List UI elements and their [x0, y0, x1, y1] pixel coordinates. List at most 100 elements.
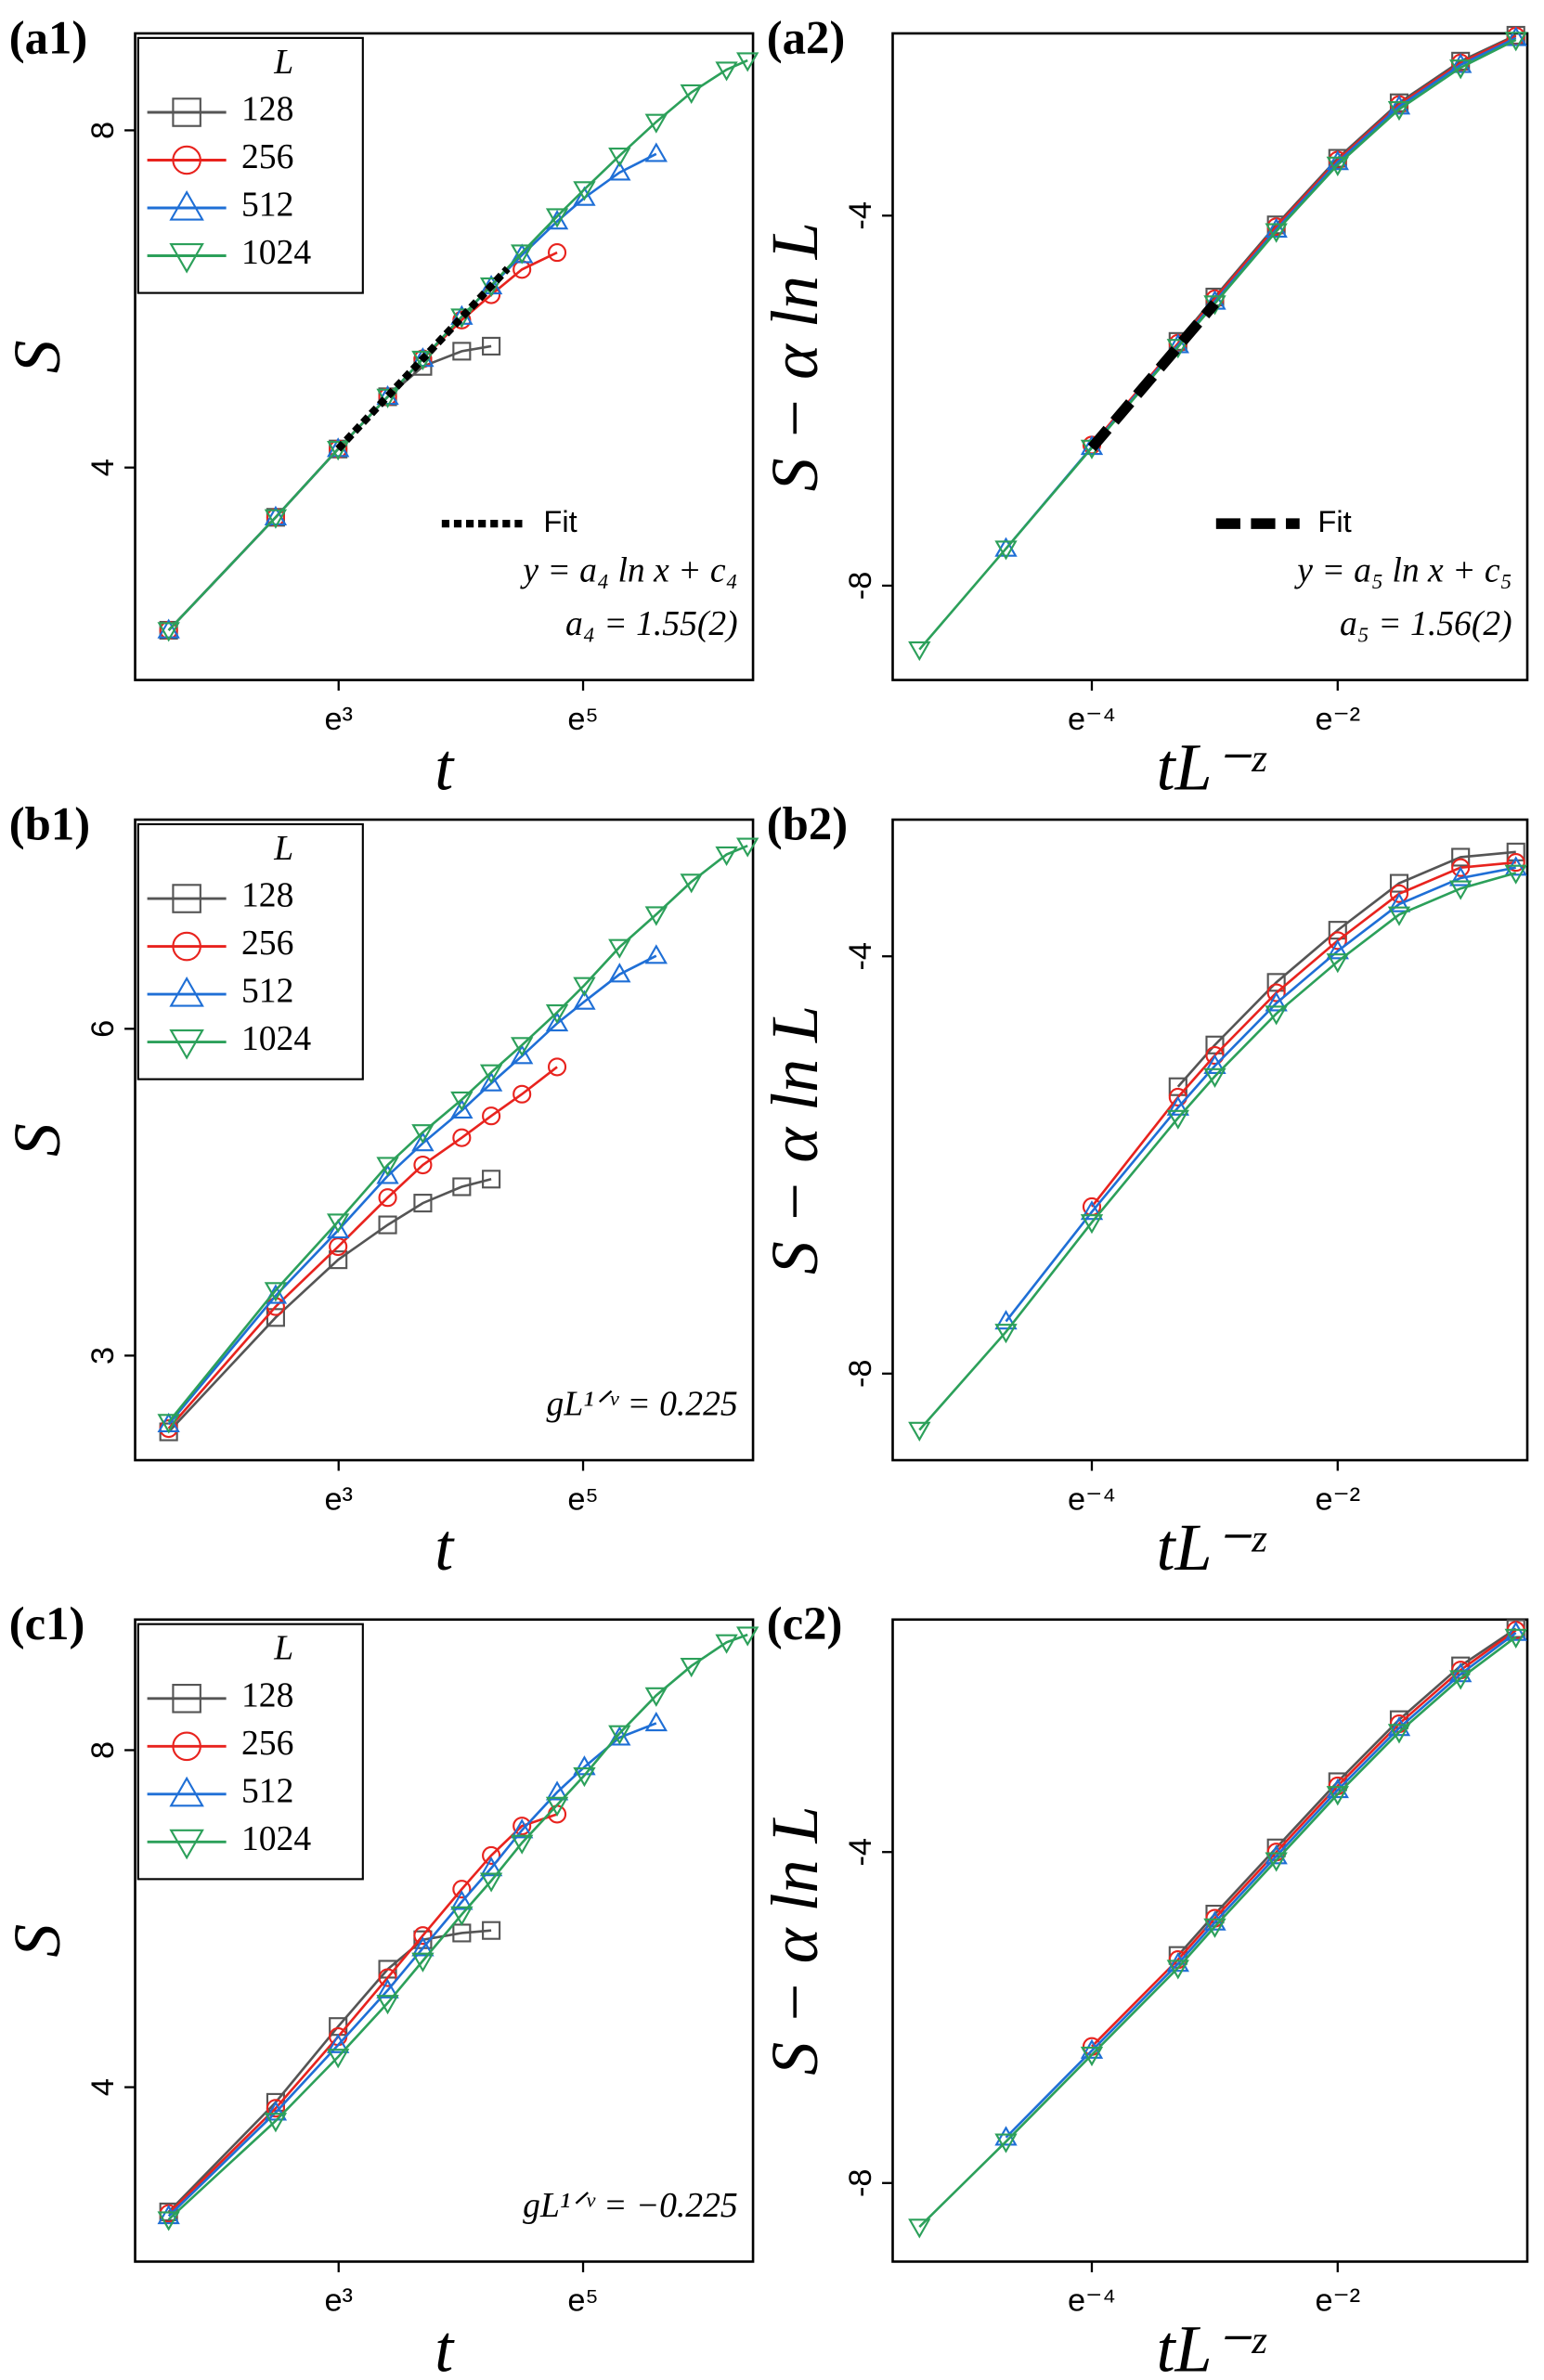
- data-point: [1449, 1670, 1473, 1690]
- plot-frame: [134, 818, 755, 1462]
- data-point: [1389, 873, 1409, 893]
- data-point: [513, 1084, 532, 1104]
- data-point: [736, 837, 759, 858]
- y-axis-title: S: [0, 1924, 74, 1958]
- data-point: [266, 2099, 285, 2118]
- data-point: [545, 1780, 569, 1801]
- legend-title: L: [273, 829, 293, 868]
- y-tick-label: -4: [843, 201, 878, 230]
- x-axis-title: tL⁻ᶻ: [1157, 2311, 1267, 2380]
- data-point: [1265, 1852, 1288, 1872]
- legend-label: 256: [241, 924, 293, 963]
- data-point: [413, 1194, 433, 1213]
- data-point: [608, 161, 631, 181]
- data-point: [1504, 864, 1527, 885]
- series-line: [1005, 866, 1516, 1323]
- legend-marker: [172, 931, 201, 962]
- data-point: [573, 1766, 596, 1788]
- data-point: [547, 1057, 567, 1077]
- data-point: [1506, 853, 1525, 873]
- x-axis-title: tL⁻ᶻ: [1157, 1510, 1267, 1585]
- data-point: [479, 1071, 503, 1092]
- legend-marker: [172, 145, 201, 175]
- series-line: [918, 872, 1517, 1431]
- x-tick-label: e⁻⁴: [1068, 702, 1116, 737]
- x-tick-label: e³: [324, 1481, 353, 1517]
- x-tick-label: e⁻²: [1315, 702, 1360, 737]
- data-point: [545, 208, 569, 228]
- data-point: [994, 540, 1018, 561]
- data-point: [411, 1124, 435, 1145]
- data-point: [157, 1414, 180, 1434]
- annotation: a₄ = 1.55(2): [565, 604, 738, 643]
- data-point: [1326, 1786, 1349, 1806]
- x-tick-label: e⁵: [567, 2283, 598, 2319]
- data-point: [264, 1282, 288, 1302]
- data-point: [378, 1215, 397, 1235]
- legend-title: L: [273, 43, 293, 82]
- y-tick-label: -4: [843, 1838, 878, 1867]
- legend-label: 512: [241, 972, 293, 1011]
- legend-marker: [169, 1028, 204, 1060]
- data-point: [411, 1936, 435, 1957]
- data-point: [545, 1796, 569, 1817]
- y-tick-label: -4: [843, 942, 878, 971]
- data-point: [1266, 983, 1286, 1002]
- series-line: [167, 1633, 748, 2221]
- annotation: y = a₅ ln x + c₅: [1293, 551, 1512, 590]
- annotation: y = a₄ ln x + c₄: [519, 551, 737, 590]
- series-line: [167, 58, 748, 631]
- data-point: [511, 244, 534, 265]
- data-point: [1265, 217, 1288, 238]
- y-tick-label: 6: [85, 1020, 121, 1038]
- legend-label: 1024: [241, 1819, 311, 1858]
- data-point: [1328, 931, 1347, 951]
- panel-label: (c2): [767, 1597, 843, 1649]
- data-point: [1449, 866, 1473, 886]
- data-point: [1387, 100, 1411, 122]
- data-point: [479, 1872, 503, 1893]
- data-point: [264, 505, 288, 525]
- data-point: [479, 1064, 503, 1084]
- data-point: [326, 2033, 350, 2053]
- annotation: gL¹ᐟᵛ = 0.225: [547, 1384, 738, 1423]
- data-point: [547, 243, 567, 263]
- data-point: [1266, 973, 1286, 992]
- legend-label: 1024: [241, 1019, 311, 1058]
- y-tick-label: 4: [85, 2078, 121, 2096]
- legend-marker: [169, 1829, 204, 1860]
- data-point: [1387, 892, 1411, 912]
- data-point: [264, 2113, 288, 2133]
- data-point: [1328, 921, 1347, 940]
- legend-marker: [172, 1731, 201, 1762]
- data-point: [1326, 939, 1349, 960]
- series-line: [167, 954, 657, 1426]
- y-axis-title: S − α ln L: [758, 1806, 832, 2076]
- fit-legend-label: Fit: [543, 504, 577, 538]
- series-line: [1176, 850, 1516, 1088]
- data-point: [513, 1817, 532, 1836]
- y-tick-label: 8: [85, 1741, 121, 1759]
- legend-label: 256: [241, 1724, 293, 1763]
- legend-label: 128: [241, 1675, 293, 1714]
- data-point: [994, 537, 1018, 557]
- data-point: [644, 1711, 668, 1732]
- data-point: [482, 336, 501, 356]
- data-point: [450, 1890, 474, 1910]
- data-point: [1326, 156, 1349, 176]
- data-point: [452, 1128, 472, 1147]
- legend-marker: [169, 189, 204, 221]
- y-tick-label: -8: [843, 1360, 878, 1389]
- data-point: [1504, 26, 1527, 46]
- y-axis-title: S: [0, 340, 74, 373]
- data-point: [376, 1978, 399, 1998]
- data-point: [608, 1725, 631, 1745]
- x-axis-title: tL⁻ᶻ: [1157, 730, 1267, 804]
- data-point: [1080, 1200, 1104, 1221]
- data-point: [452, 1177, 472, 1196]
- panel-label: (a1): [9, 11, 87, 63]
- data-point: [1451, 858, 1471, 877]
- data-point: [573, 990, 596, 1010]
- data-point: [573, 186, 596, 206]
